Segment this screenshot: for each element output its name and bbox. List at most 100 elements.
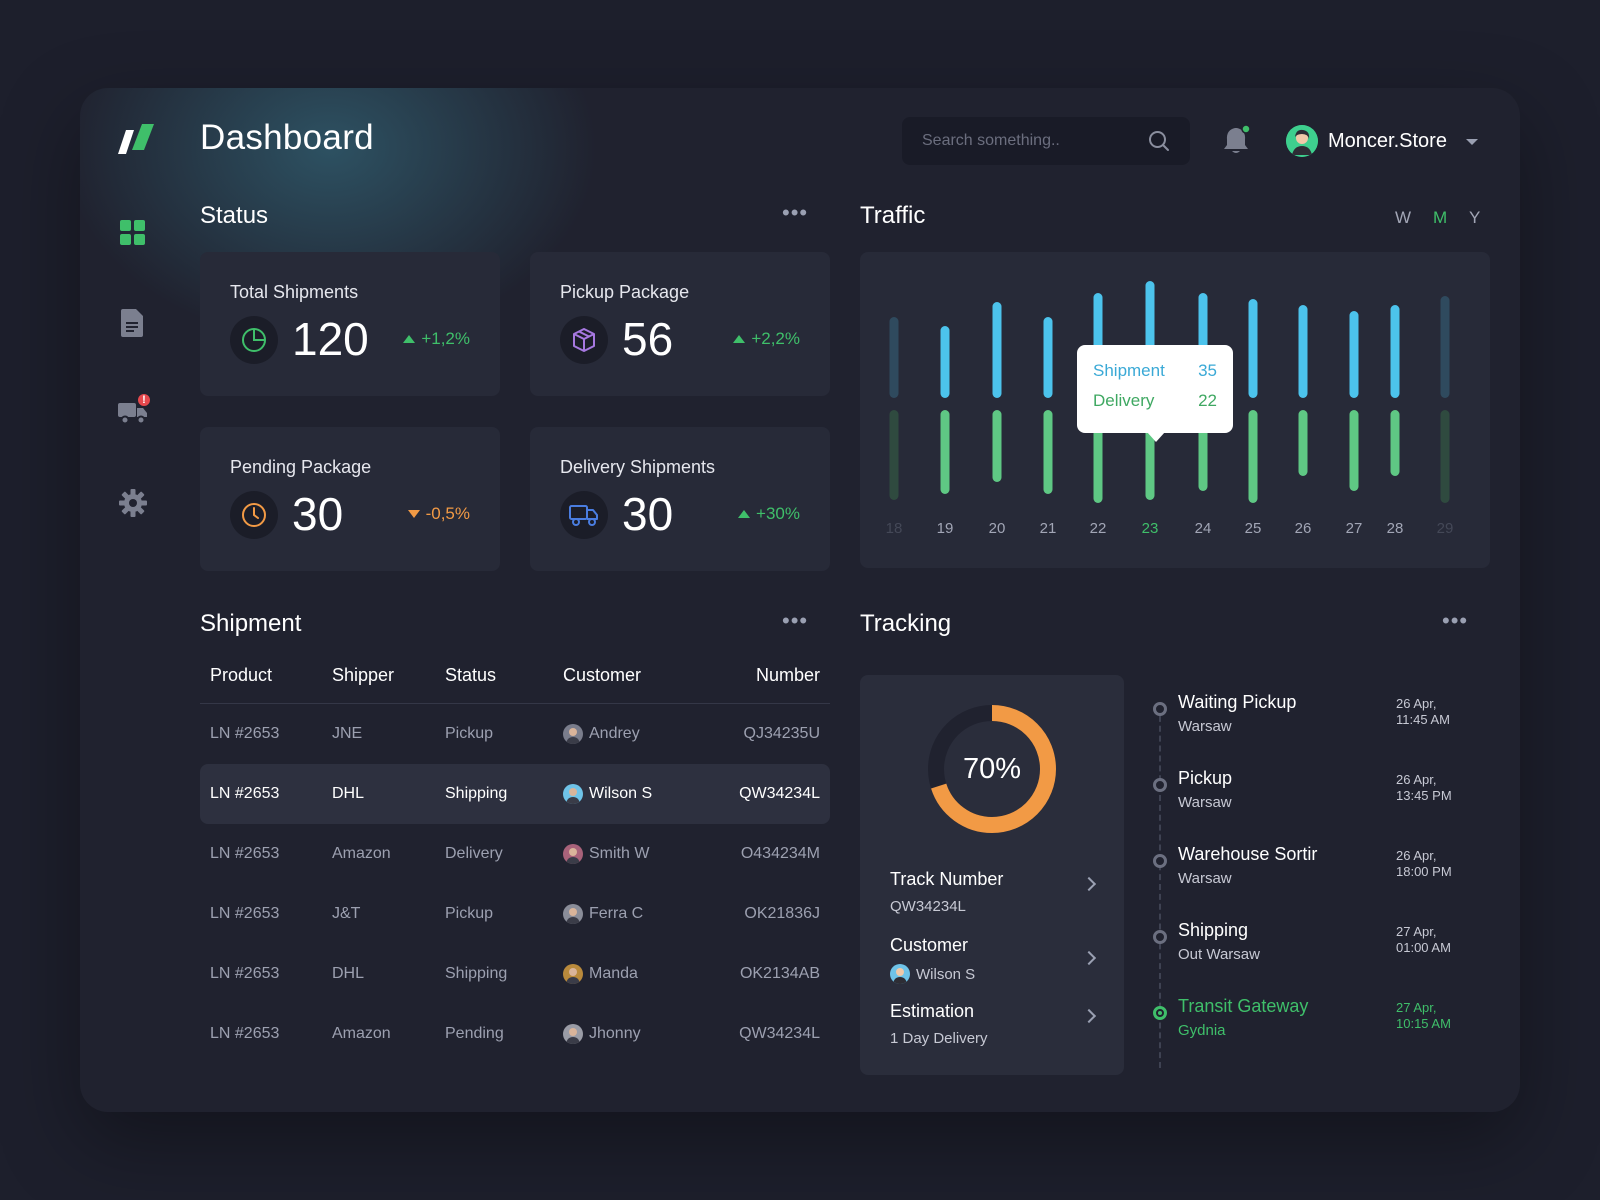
column-header-shipper[interactable]: Shipper	[332, 665, 395, 685]
stat-change: -0,5%	[407, 504, 470, 524]
stat-change-value: +2,2%	[751, 329, 800, 348]
cell-shipper: Amazon	[332, 845, 391, 862]
customer-name: Manda	[589, 965, 638, 982]
timeline-clock: 01:00 AM	[1396, 940, 1451, 955]
x-tick-label: 28	[1387, 520, 1404, 537]
sidebar-item-dashboard[interactable]	[118, 218, 148, 248]
shipment-bar[interactable]	[1248, 299, 1258, 398]
shipment-more-button[interactable]: •••	[782, 608, 809, 633]
timeline-title: Waiting Pickup	[1178, 692, 1297, 712]
column-header-customer[interactable]: Customer	[563, 665, 642, 685]
cell-product: LN #2653	[210, 845, 280, 862]
chart-tooltip: Shipment 35 Delivery 22	[1077, 345, 1233, 442]
delivery-bar[interactable]	[1043, 410, 1053, 494]
column-header-status[interactable]: Status	[445, 665, 497, 685]
estimation-row[interactable]: Estimation 1 Day Delivery	[890, 1001, 1100, 1047]
table-row[interactable]: LN #2653 J&T Pickup Ferra C OK21836J	[200, 884, 830, 944]
avatar	[890, 964, 910, 984]
status-more-button[interactable]: •••	[782, 200, 809, 225]
stat-card-pickup-package: Pickup Package 56 +2,2%	[530, 252, 830, 396]
stat-card-pending-package: Pending Package 30 -0,5%	[200, 427, 500, 571]
sidebar-item-settings[interactable]	[118, 488, 148, 518]
customer-name: Ferra C	[589, 905, 644, 922]
customer-row[interactable]: Customer Wilson S	[890, 935, 1100, 984]
timeline-place: Warsaw	[1178, 718, 1232, 735]
search-input[interactable]	[922, 132, 1148, 150]
table-row[interactable]: LN #2653 JNE Pickup Andrey QJ34235U	[200, 704, 830, 764]
arrow-up-icon	[733, 335, 746, 343]
period-week[interactable]: W	[1395, 208, 1412, 227]
sidebar-item-shipments[interactable]: !	[118, 392, 152, 428]
shipment-bar[interactable]	[940, 326, 950, 398]
cell-status: Shipping	[445, 965, 508, 982]
delivery-bar[interactable]	[1248, 410, 1258, 503]
avatar	[563, 844, 583, 864]
timeline-date: 26 Apr,	[1396, 848, 1437, 863]
pie-chart-icon	[230, 316, 278, 364]
stat-label: Total Shipments	[230, 282, 359, 302]
cell-status: Pickup	[445, 905, 494, 922]
search-bar[interactable]	[902, 117, 1190, 165]
search-icon[interactable]	[1148, 130, 1170, 152]
cell-status: Delivery	[445, 845, 503, 862]
chevron-down-icon	[1465, 139, 1478, 145]
table-row[interactable]: LN #2653 DHL Shipping Wilson S QW34234L	[200, 764, 830, 824]
delivery-bar[interactable]	[1390, 410, 1400, 476]
timeline-item: Shipping Out Warsaw 27 Apr, 01:00 AM	[1150, 920, 1490, 982]
delivery-bar[interactable]	[1349, 410, 1359, 491]
stat-value: 120	[292, 313, 369, 365]
dashboard-window: ! Dashboard	[80, 88, 1520, 1112]
shipment-bar[interactable]	[1298, 305, 1308, 398]
delivery-bar[interactable]	[889, 410, 899, 500]
notifications-button[interactable]	[1222, 124, 1252, 156]
table-row[interactable]: LN #2653 Amazon Pending Jhonny QW34234L	[200, 1004, 830, 1064]
column-header-product[interactable]: Product	[210, 665, 273, 685]
user-menu[interactable]: Moncer.Store	[1286, 125, 1479, 157]
tooltip-shipment-label: Shipment	[1093, 361, 1165, 380]
delivery-bar[interactable]	[1298, 410, 1308, 476]
stat-label: Pending Package	[230, 457, 372, 477]
shipment-bar[interactable]	[1043, 317, 1053, 398]
customer-name: Andrey	[589, 725, 640, 742]
shipment-bar[interactable]	[1440, 296, 1450, 398]
stat-label: Pickup Package	[560, 282, 690, 302]
customer-name: Smith W	[589, 845, 650, 862]
cell-number: OK2134AB	[739, 965, 820, 982]
cell-product: LN #2653	[210, 905, 280, 922]
shipment-bar[interactable]	[889, 317, 899, 398]
period-month[interactable]: M	[1433, 208, 1448, 227]
timeline-title: Transit Gateway	[1178, 996, 1309, 1016]
timeline-clock: 10:15 AM	[1396, 1016, 1451, 1031]
stat-change: +30%	[738, 504, 800, 524]
table-row[interactable]: LN #2653 Amazon Delivery Smith W O434234M	[200, 824, 830, 884]
delivery-bar[interactable]	[1440, 410, 1450, 503]
shipment-bar[interactable]	[1390, 305, 1400, 398]
track-number-row[interactable]: Track Number QW34234L	[890, 869, 1100, 915]
delivery-bar[interactable]	[992, 410, 1002, 482]
traffic-title: Traffic	[860, 202, 926, 229]
cell-status: Pickup	[445, 725, 494, 742]
x-tick-label: 29	[1437, 520, 1454, 537]
traffic-chart-svg: 18 19 20 21 22 23 24 25 26 27 28 29	[886, 281, 1454, 537]
timeline-time: 26 Apr, 18:00 PM	[1396, 848, 1476, 880]
bell-icon	[1224, 124, 1251, 153]
timeline-title: Warehouse Sortir	[1178, 844, 1318, 864]
tooltip-shipment-value: 35	[1198, 361, 1217, 380]
cell-number: O434234M	[740, 845, 820, 862]
delivery-bar[interactable]	[1093, 410, 1103, 503]
delivery-bar[interactable]	[940, 410, 950, 494]
timeline-item: Transit Gateway Gydnia 27 Apr, 10:15 AM	[1150, 996, 1490, 1058]
x-tick-label: 18	[886, 520, 903, 537]
shipment-bar[interactable]	[992, 302, 1002, 398]
cell-customer: Jhonny	[563, 1024, 723, 1044]
timeline-item: Waiting Pickup Warsaw 26 Apr, 11:45 AM	[1150, 692, 1490, 754]
table-row[interactable]: LN #2653 DHL Shipping Manda OK2134AB	[200, 944, 830, 1004]
progress-donut: 70%	[926, 703, 1058, 835]
sidebar-item-documents[interactable]	[118, 308, 148, 338]
stat-change-value: -0,5%	[425, 504, 470, 523]
tracking-more-button[interactable]: •••	[1442, 608, 1469, 633]
column-header-number[interactable]: Number	[755, 665, 820, 685]
tracking-card: 70% Track Number QW34234L Customer Wilso…	[860, 675, 1124, 1075]
shipment-bar[interactable]	[1349, 311, 1359, 398]
period-year[interactable]: Y	[1469, 208, 1481, 227]
